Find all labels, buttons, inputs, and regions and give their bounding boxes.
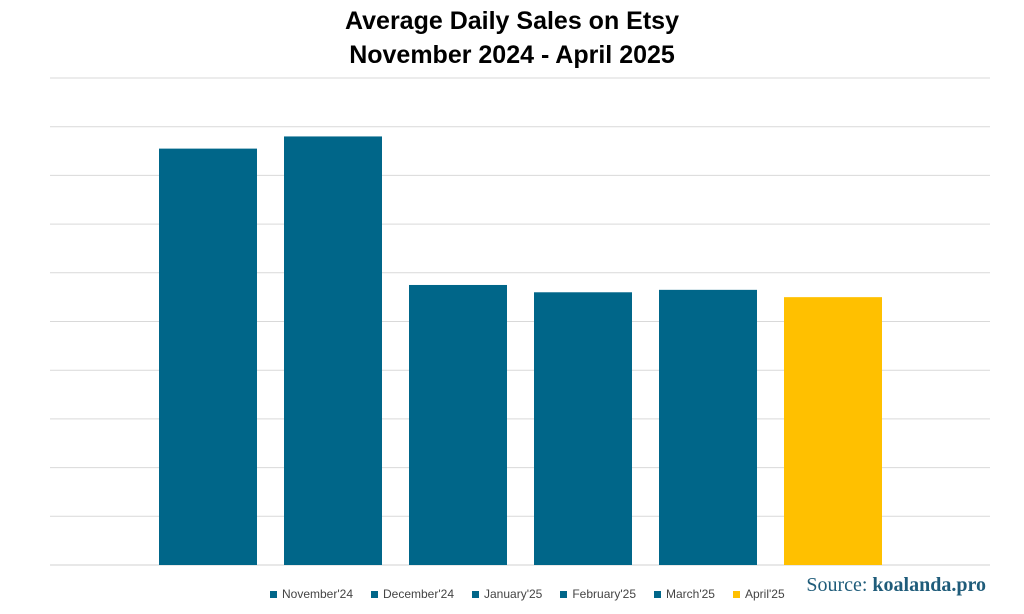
legend-swatch [270, 590, 277, 598]
legend-label: March'25 [666, 587, 715, 601]
chart-legend: November'24 December'24 January'25 February… [270, 587, 785, 601]
legend-swatch [371, 590, 378, 598]
legend-item: April'25 [732, 587, 785, 601]
legend-swatch [654, 590, 661, 598]
source-site: koalanda.pro [872, 574, 986, 596]
legend-swatch [560, 590, 568, 598]
legend-swatch [472, 590, 479, 598]
bar-january-25 [409, 284, 507, 565]
legend-label: January'25 [484, 587, 543, 601]
chart-subtitle: November 2024 - April 2025 [349, 41, 675, 69]
source-label: Source: [806, 574, 873, 596]
legend-item: December'24 [371, 587, 454, 601]
legend-item: February'25 [560, 587, 636, 601]
bar-december-24 [284, 136, 382, 565]
bar-february-25 [534, 292, 632, 565]
chart-title: Average Daily Sales on Etsy [345, 7, 679, 35]
legend-item: January'25 [472, 587, 542, 601]
chart-title-block: Average Daily Sales on Etsy November 202… [0, 4, 1024, 72]
bar-march-25 [659, 289, 757, 565]
legend-label: November'24 [282, 587, 353, 601]
bar-april-25 [784, 297, 882, 565]
bar-november-24 [159, 148, 257, 566]
legend-swatch [732, 590, 740, 598]
legend-label: December'24 [383, 587, 454, 601]
legend-label: April'25 [744, 587, 785, 601]
source-credit: Source: koalanda.pro [806, 574, 986, 597]
legend-item: March'25 [654, 587, 715, 601]
legend-item: November'24 [270, 587, 353, 601]
legend-label: February'25 [572, 587, 636, 601]
